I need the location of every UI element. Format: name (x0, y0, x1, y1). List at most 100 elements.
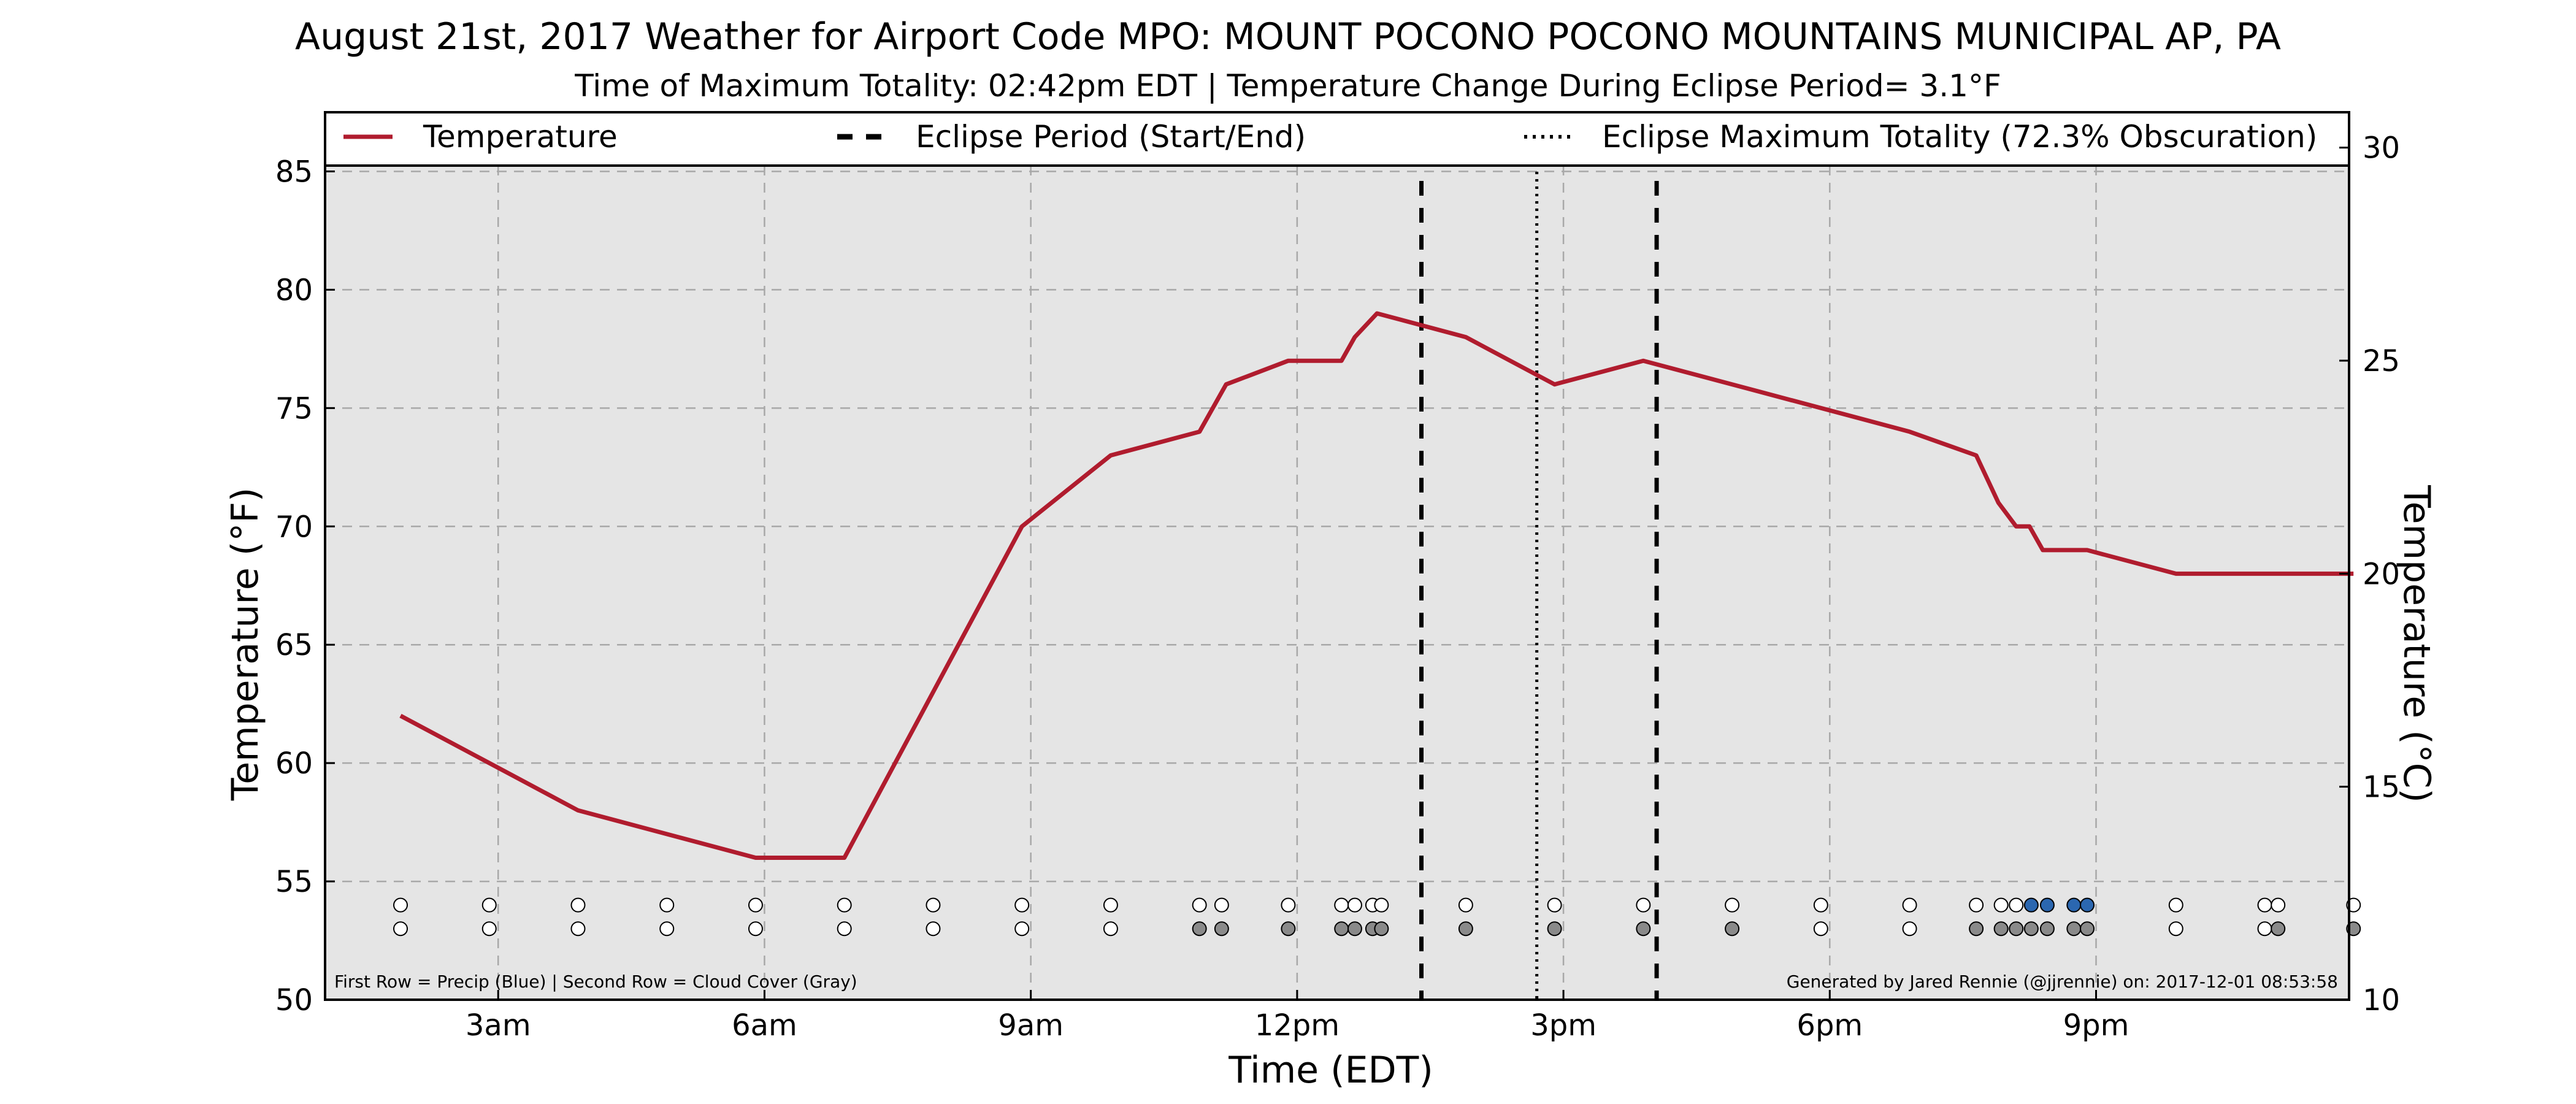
precip-marker (2039, 897, 2055, 913)
chart-title: August 21st, 2017 Weather for Airport Co… (295, 15, 2281, 58)
legend-totality-label: Eclipse Maximum Totality (72.3% Obscurat… (1602, 119, 2317, 155)
precip-marker (1993, 897, 2009, 913)
precip-marker (1214, 897, 1229, 913)
cloud-cover-marker (748, 921, 763, 937)
axes-frame (324, 111, 2350, 1001)
precip-marker (926, 897, 941, 913)
plot-area (325, 166, 2349, 1000)
chart-subtitle: Time of Maximum Totality: 02:42pm EDT | … (574, 68, 2001, 104)
cloud-cover-marker (1374, 921, 1389, 937)
precip-marker (1902, 897, 1917, 913)
cloud-cover-marker (1969, 921, 1984, 937)
cloud-cover-marker (2168, 921, 2183, 937)
cloud-cover-marker (659, 921, 675, 937)
y-tick-label: 60 (275, 746, 313, 781)
cloud-cover-marker (1334, 921, 1349, 937)
x-tick-label: 6am (732, 1008, 797, 1043)
cloud-cover-marker (1014, 921, 1030, 937)
temperature-series (399, 311, 2354, 860)
precip-marker (1014, 897, 1030, 913)
y-tick-label: 85 (275, 155, 313, 189)
cloud-cover-marker (2009, 921, 2024, 937)
cloud-cover-marker (2023, 921, 2039, 937)
precip-marker (2009, 897, 2024, 913)
cloud-cover-marker (1813, 921, 1828, 937)
cloud-cover-marker (1192, 921, 1207, 937)
cloud-cover-marker (1993, 921, 2009, 937)
legend-eclipse-period-label: Eclipse Period (Start/End) (916, 119, 1306, 155)
cloud-cover-marker (481, 921, 497, 937)
y2-tick-label: 15 (2363, 770, 2400, 805)
axis-ticks: 3am 6am 9am 12pm 3pm 6pm 9pm 50 55 60 65 70 75 80 85 10… (275, 131, 2400, 1043)
y2-tick-label: 25 (2363, 344, 2400, 378)
cloud-cover-marker (393, 921, 408, 937)
y-tick-label: 55 (275, 865, 313, 899)
footnote-right: Generated by Jared Rennie (@jjrennie) on… (1787, 972, 2338, 992)
cloud-cover-marker (2271, 921, 2286, 937)
precip-marker (1374, 897, 1389, 913)
y-axis-label: Temperature (°F) (224, 488, 267, 801)
x-tick-label: 3am (466, 1008, 531, 1043)
cloud-cover-marker (2080, 921, 2095, 937)
cloud-cover-marker (837, 921, 852, 937)
x-tick-label: 3pm (1530, 1008, 1597, 1043)
precip-marker (1103, 897, 1118, 913)
y-tick-label: 80 (275, 273, 313, 307)
cloud-cover-marker (2039, 921, 2055, 937)
y2-tick-label: 30 (2363, 131, 2400, 166)
cloud-cover-marker (1103, 921, 1118, 937)
cloud-cover-marker (1347, 921, 1362, 937)
precip-marker (659, 897, 675, 913)
y2-tick-label: 10 (2363, 983, 2400, 1018)
temperature-line (399, 311, 2354, 860)
grid (325, 166, 2349, 1000)
cloud-cover-marker (1902, 921, 1917, 937)
precip-marker (837, 897, 852, 913)
precip-marker (748, 897, 763, 913)
precip-marker (1334, 897, 1349, 913)
precip-marker (1281, 897, 1296, 913)
footnote-left: First Row = Precip (Blue) | Second Row =… (334, 972, 857, 992)
y2-tick-label: 20 (2363, 557, 2400, 591)
precip-marker (1347, 897, 1362, 913)
cloud-cover-marker (1214, 921, 1229, 937)
x-tick-label: 12pm (1255, 1008, 1340, 1043)
y2-axis-label: Temperature (°C) (2395, 485, 2438, 803)
precip-marker (1458, 897, 1473, 913)
y-tick-label: 65 (275, 628, 313, 662)
y-tick-label: 75 (275, 391, 313, 426)
x-axis-label: Time (EDT) (1228, 1049, 1433, 1092)
precip-marker (1969, 897, 1984, 913)
legend-temperature-label: Temperature (423, 119, 618, 155)
precip-marker (2271, 897, 2286, 913)
precip-marker (1725, 897, 1740, 913)
observation-markers (393, 897, 2361, 937)
precip-marker (2257, 897, 2272, 913)
precip-marker (481, 897, 497, 913)
precip-marker (2066, 897, 2082, 913)
cloud-cover-marker (1547, 921, 1562, 937)
precip-marker (2080, 897, 2095, 913)
cloud-cover-marker (570, 921, 586, 937)
cloud-cover-marker (1636, 921, 1651, 937)
x-tick-label: 9pm (2063, 1008, 2129, 1043)
y-tick-label: 50 (275, 983, 313, 1018)
precip-marker (2023, 897, 2039, 913)
precip-marker (2168, 897, 2183, 913)
precip-marker (1192, 897, 1207, 913)
x-tick-label: 6pm (1796, 1008, 1863, 1043)
precip-marker (393, 897, 408, 913)
x-tick-label: 9am (998, 1008, 1064, 1043)
precip-marker (1636, 897, 1651, 913)
cloud-cover-marker (2066, 921, 2082, 937)
eclipse-markers (1419, 172, 1659, 1000)
precip-marker (1547, 897, 1562, 913)
cloud-cover-marker (2257, 921, 2272, 937)
cloud-cover-marker (1281, 921, 1296, 937)
cloud-cover-marker (1725, 921, 1740, 937)
y-tick-label: 70 (275, 510, 313, 544)
cloud-cover-marker (1458, 921, 1473, 937)
precip-marker (1813, 897, 1828, 913)
cloud-cover-marker (926, 921, 941, 937)
